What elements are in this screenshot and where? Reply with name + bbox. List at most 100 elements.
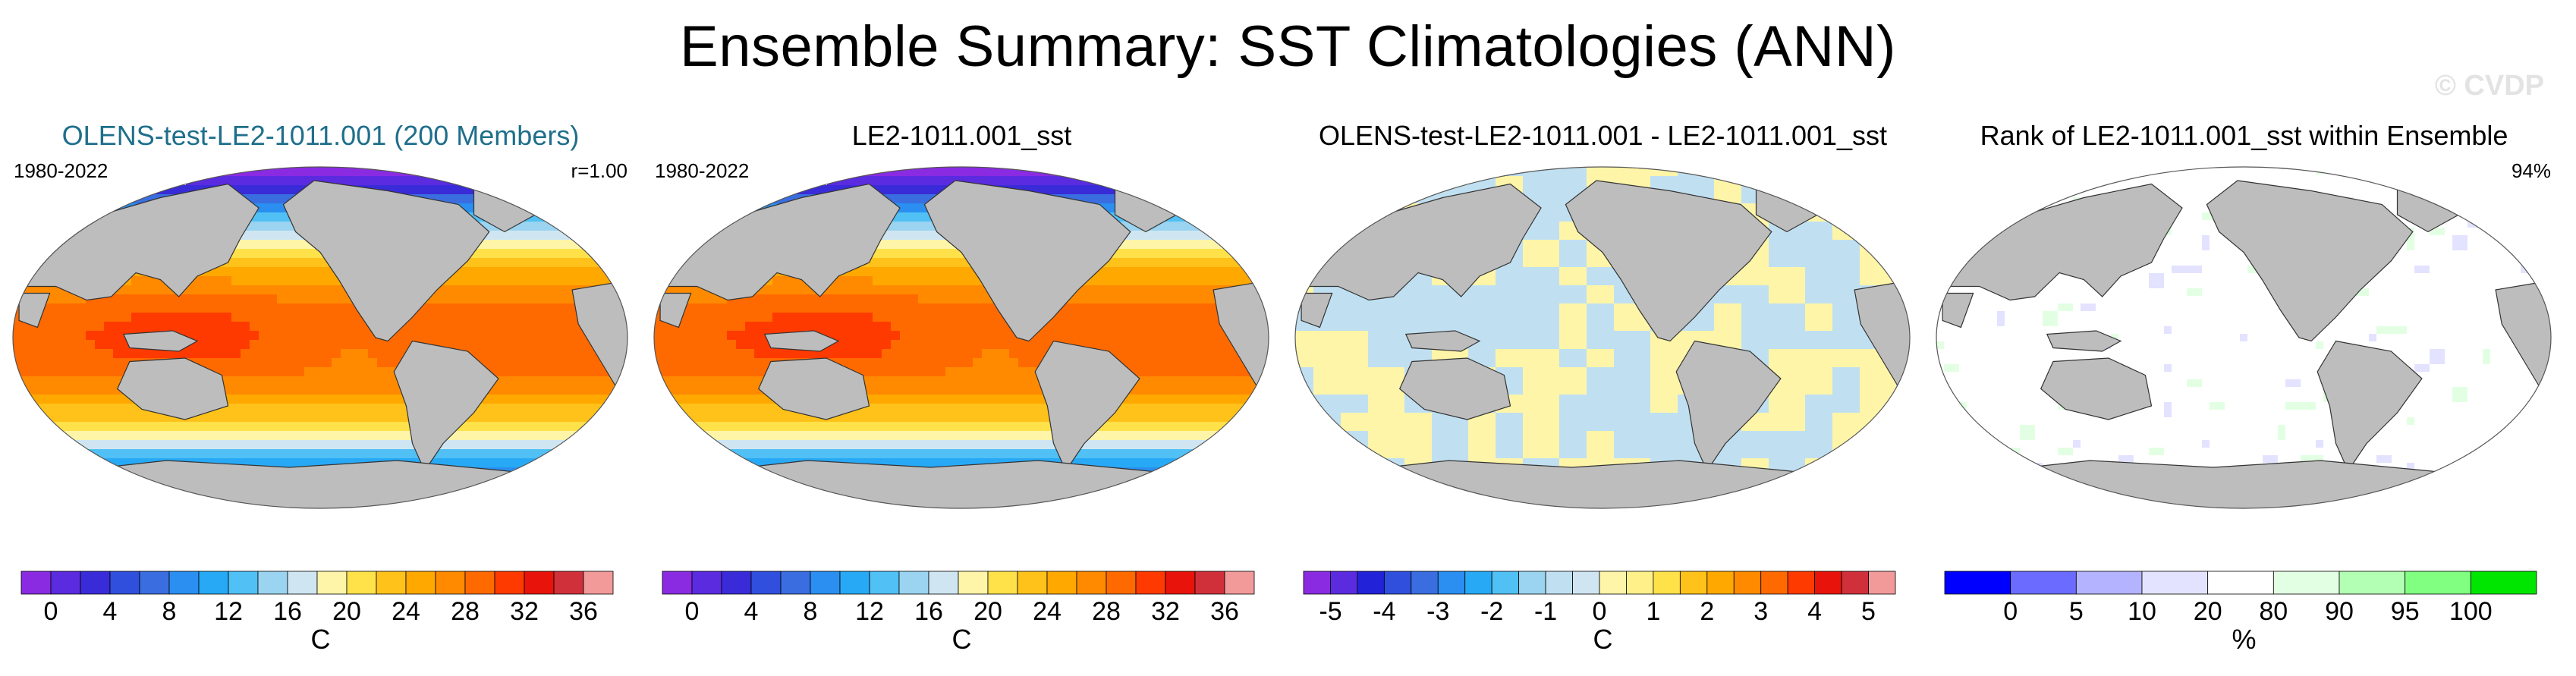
grid-cell xyxy=(1100,331,1110,341)
grid-cell xyxy=(772,431,782,441)
grid-cell xyxy=(882,176,892,186)
grid-cell xyxy=(1064,303,1074,313)
grid-cell xyxy=(168,449,178,459)
grid-cell xyxy=(918,249,928,259)
grid-cell xyxy=(1787,249,1797,259)
grid-cell xyxy=(1036,176,1046,186)
grid-cell xyxy=(204,431,214,441)
grid-cell xyxy=(31,340,41,350)
grid-cell xyxy=(1209,358,1219,368)
grid-cell xyxy=(900,358,910,368)
colorbar-swatch xyxy=(869,571,900,595)
grid-cell xyxy=(854,313,864,322)
grid-cell xyxy=(909,458,919,468)
grid-cell xyxy=(195,431,205,441)
grid-cell xyxy=(1118,294,1128,304)
grid-cell xyxy=(277,194,287,204)
grid-cell xyxy=(1137,431,1146,441)
grid-cell xyxy=(49,349,59,359)
grid-cell xyxy=(395,167,405,177)
grid-cell xyxy=(854,440,864,450)
grid-cell xyxy=(690,322,700,332)
grid-cell xyxy=(1128,249,1137,259)
grid-cell xyxy=(964,331,973,341)
grid-cell xyxy=(532,395,542,404)
colorbar-swatch xyxy=(839,571,870,595)
grid-cell xyxy=(495,303,505,313)
grid-cell xyxy=(663,367,673,377)
grid-cell xyxy=(927,340,937,350)
grid-cell xyxy=(468,431,478,441)
grid-cell xyxy=(313,358,323,368)
grid-cell xyxy=(945,267,955,277)
grid-cell xyxy=(1550,285,1560,295)
grid-cell xyxy=(927,167,937,177)
grid-cell xyxy=(40,367,50,377)
grid-cell xyxy=(909,404,919,413)
grid-cell xyxy=(1191,249,1201,259)
grid-cell xyxy=(1587,267,1596,277)
grid-cell xyxy=(918,313,928,322)
grid-cell xyxy=(559,385,569,395)
grid-cell xyxy=(332,385,341,395)
grid-cell xyxy=(936,294,946,304)
grid-cell xyxy=(523,385,533,395)
grid-cell xyxy=(1200,340,1210,350)
grid-cell xyxy=(295,404,305,413)
grid-cell xyxy=(1577,176,1587,186)
grid-cell xyxy=(1814,231,1824,241)
grid-cell xyxy=(955,267,964,277)
grid-cell xyxy=(909,376,919,386)
grid-cell xyxy=(122,303,132,313)
grid-cell xyxy=(964,395,973,404)
grid-cell xyxy=(377,404,387,413)
grid-cell xyxy=(1118,249,1128,259)
grid-cell xyxy=(1814,258,1824,268)
grid-cell xyxy=(122,349,132,359)
grid-cell xyxy=(1173,313,1183,322)
grid-cell xyxy=(332,440,341,450)
grid-cell xyxy=(1732,285,1742,295)
grid-cell xyxy=(49,413,59,423)
grid-cell xyxy=(550,422,560,432)
grid-cell xyxy=(441,185,451,195)
grid-cell xyxy=(231,413,241,423)
grid-cell xyxy=(1796,267,1806,277)
grid-cell xyxy=(377,449,387,459)
grid-cell xyxy=(1778,258,1788,268)
panel-title: LE2-1011.001_sst xyxy=(851,120,1072,151)
grid-cell xyxy=(404,440,414,450)
grid-cell xyxy=(873,349,882,359)
grid-cell xyxy=(514,349,524,359)
grid-cell xyxy=(690,395,700,404)
grid-cell xyxy=(1550,176,1560,186)
grid-cell xyxy=(22,395,32,404)
grid-cell xyxy=(322,413,332,423)
grid-cell xyxy=(322,358,332,368)
grid-cell xyxy=(477,294,487,304)
grid-cell xyxy=(568,276,578,286)
grid-cell xyxy=(955,376,964,386)
grid-cell xyxy=(1878,276,1888,286)
grid-cell xyxy=(1823,222,1833,231)
grid-cell xyxy=(250,258,259,268)
grid-cell xyxy=(955,313,964,322)
grid-cell xyxy=(468,440,478,450)
grid-cell xyxy=(1164,367,1174,377)
grid-cell xyxy=(541,385,551,395)
grid-cell xyxy=(113,440,123,450)
grid-cell xyxy=(532,431,542,441)
grid-cell xyxy=(231,340,241,350)
grid-cell xyxy=(1486,294,1496,304)
grid-cell xyxy=(213,276,223,286)
grid-cell xyxy=(982,331,992,341)
grid-cell xyxy=(1209,340,1219,350)
grid-cell xyxy=(945,376,955,386)
grid-cell xyxy=(550,267,560,277)
grid-cell xyxy=(222,349,232,359)
grid-cell xyxy=(31,404,41,413)
grid-cell xyxy=(936,267,946,277)
grid-cell xyxy=(1046,440,1055,450)
period-label: 1980-2022 xyxy=(14,159,109,182)
grid-cell xyxy=(304,331,314,341)
